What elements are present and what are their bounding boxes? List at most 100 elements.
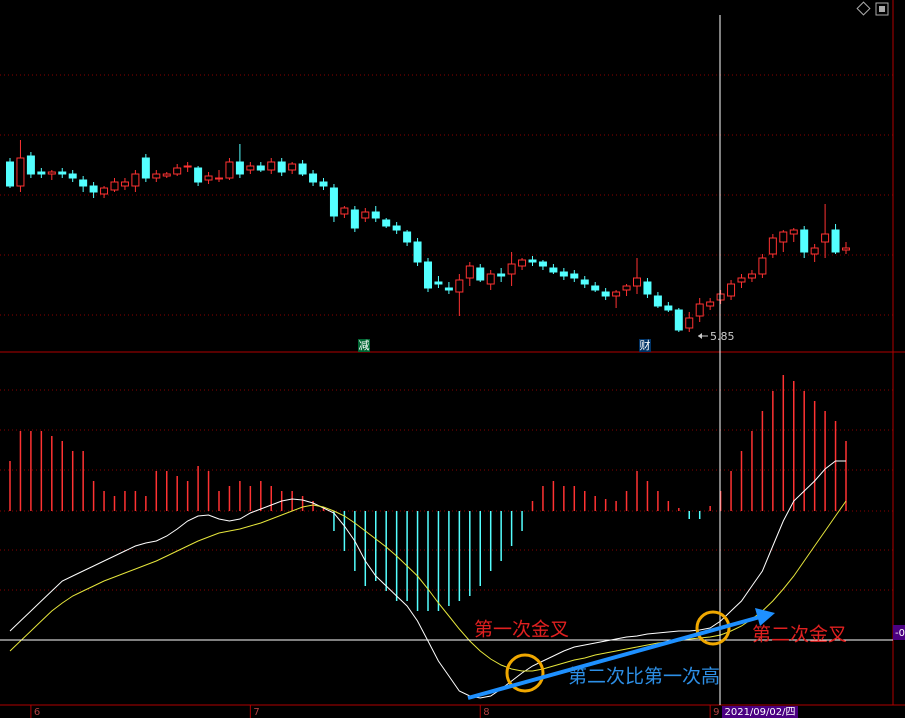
candle-body [225,161,234,179]
annotation: 第二次比第一次高 [568,666,720,688]
candle-body [16,157,25,187]
highlight-circle [695,610,731,646]
right-label: -0. [895,628,905,639]
candle-body [350,209,359,229]
candle-body [110,181,119,191]
candle-body [26,155,35,175]
candle-body [737,277,746,283]
candle-body [47,171,56,175]
candle-body [141,157,150,179]
low-label: 5.85 [710,330,735,343]
candle-body [747,273,756,279]
candle-body [685,317,694,329]
candle-body [194,167,203,183]
candle-body [215,177,223,180]
x-tick-label: 6 [34,707,40,718]
candle-body [6,161,14,187]
candle-body [424,261,432,289]
candle-body [403,231,412,243]
candle-body [570,273,579,279]
candle-body [162,173,171,177]
highlight-circle [505,653,545,693]
candle-body [319,181,328,187]
candle-body [601,291,610,297]
macd-line [9,500,847,672]
candle-body [810,247,819,255]
candle-body [633,277,641,287]
candle-body [507,263,516,275]
candle-body [361,211,370,219]
candle-body [256,165,265,171]
candle-body [246,165,255,171]
candle-body [643,281,652,295]
candle-body [100,187,109,195]
candle-body [235,161,244,175]
candle-body [455,279,464,293]
candle-body [382,219,391,227]
candle-body [277,161,286,173]
candle-body [591,285,600,291]
grid [0,74,893,591]
candle-body [444,287,453,291]
candle-body [518,259,527,267]
candle-body [183,165,192,168]
candle-body [329,187,338,217]
x-tick-label: 9 [713,707,719,718]
candle-body [434,281,443,285]
trend-arrow [467,615,761,700]
annotation: 第二次金叉 [752,624,847,646]
candle-body [716,293,725,301]
candle-body [486,273,495,285]
candle-body [758,257,767,275]
candle-body [622,285,631,291]
candle-body [79,179,88,187]
plot [6,140,850,699]
candle-body [831,229,840,253]
candle-body [204,175,213,181]
candle-body [267,161,276,171]
candle-body [674,309,683,331]
candle-body [152,173,161,179]
candle-body [695,303,704,317]
candle-body [68,173,77,179]
macd-line [9,460,846,699]
candle-body [727,283,736,297]
candle-body [538,261,547,267]
candle-body [465,265,474,279]
candle-body [559,271,568,277]
candle-body [779,231,788,243]
candle-body [371,211,380,219]
candle-body [580,279,589,285]
candle-body [706,301,715,307]
candle-body [821,233,830,243]
value-box [893,625,905,640]
icon[interactable] [879,6,885,12]
candle-body [392,225,401,231]
candle-body [298,163,307,175]
candle-body [89,185,98,193]
candle-body [664,305,673,311]
candle-body [413,241,422,263]
candle-body [789,229,798,235]
annotation: 第一次金叉 [474,619,569,641]
crosshair-date: 2021/09/02/四 [724,707,795,718]
x-tick-label: 8 [483,707,489,718]
marker-box [358,339,370,352]
candle-body [612,291,621,297]
icon[interactable] [875,2,889,16]
candle-body [842,247,850,251]
annotation: 减 [359,339,370,352]
candle-body [653,295,662,307]
candle-body [173,167,182,175]
marker-box [639,339,651,352]
candle-body [768,237,777,255]
icon[interactable] [856,1,871,16]
candle-body [549,267,558,273]
candle-body [37,171,46,175]
candle-body [528,259,537,263]
candle-body [800,229,809,253]
candle-body [120,181,129,187]
trend-arrow [755,608,775,626]
